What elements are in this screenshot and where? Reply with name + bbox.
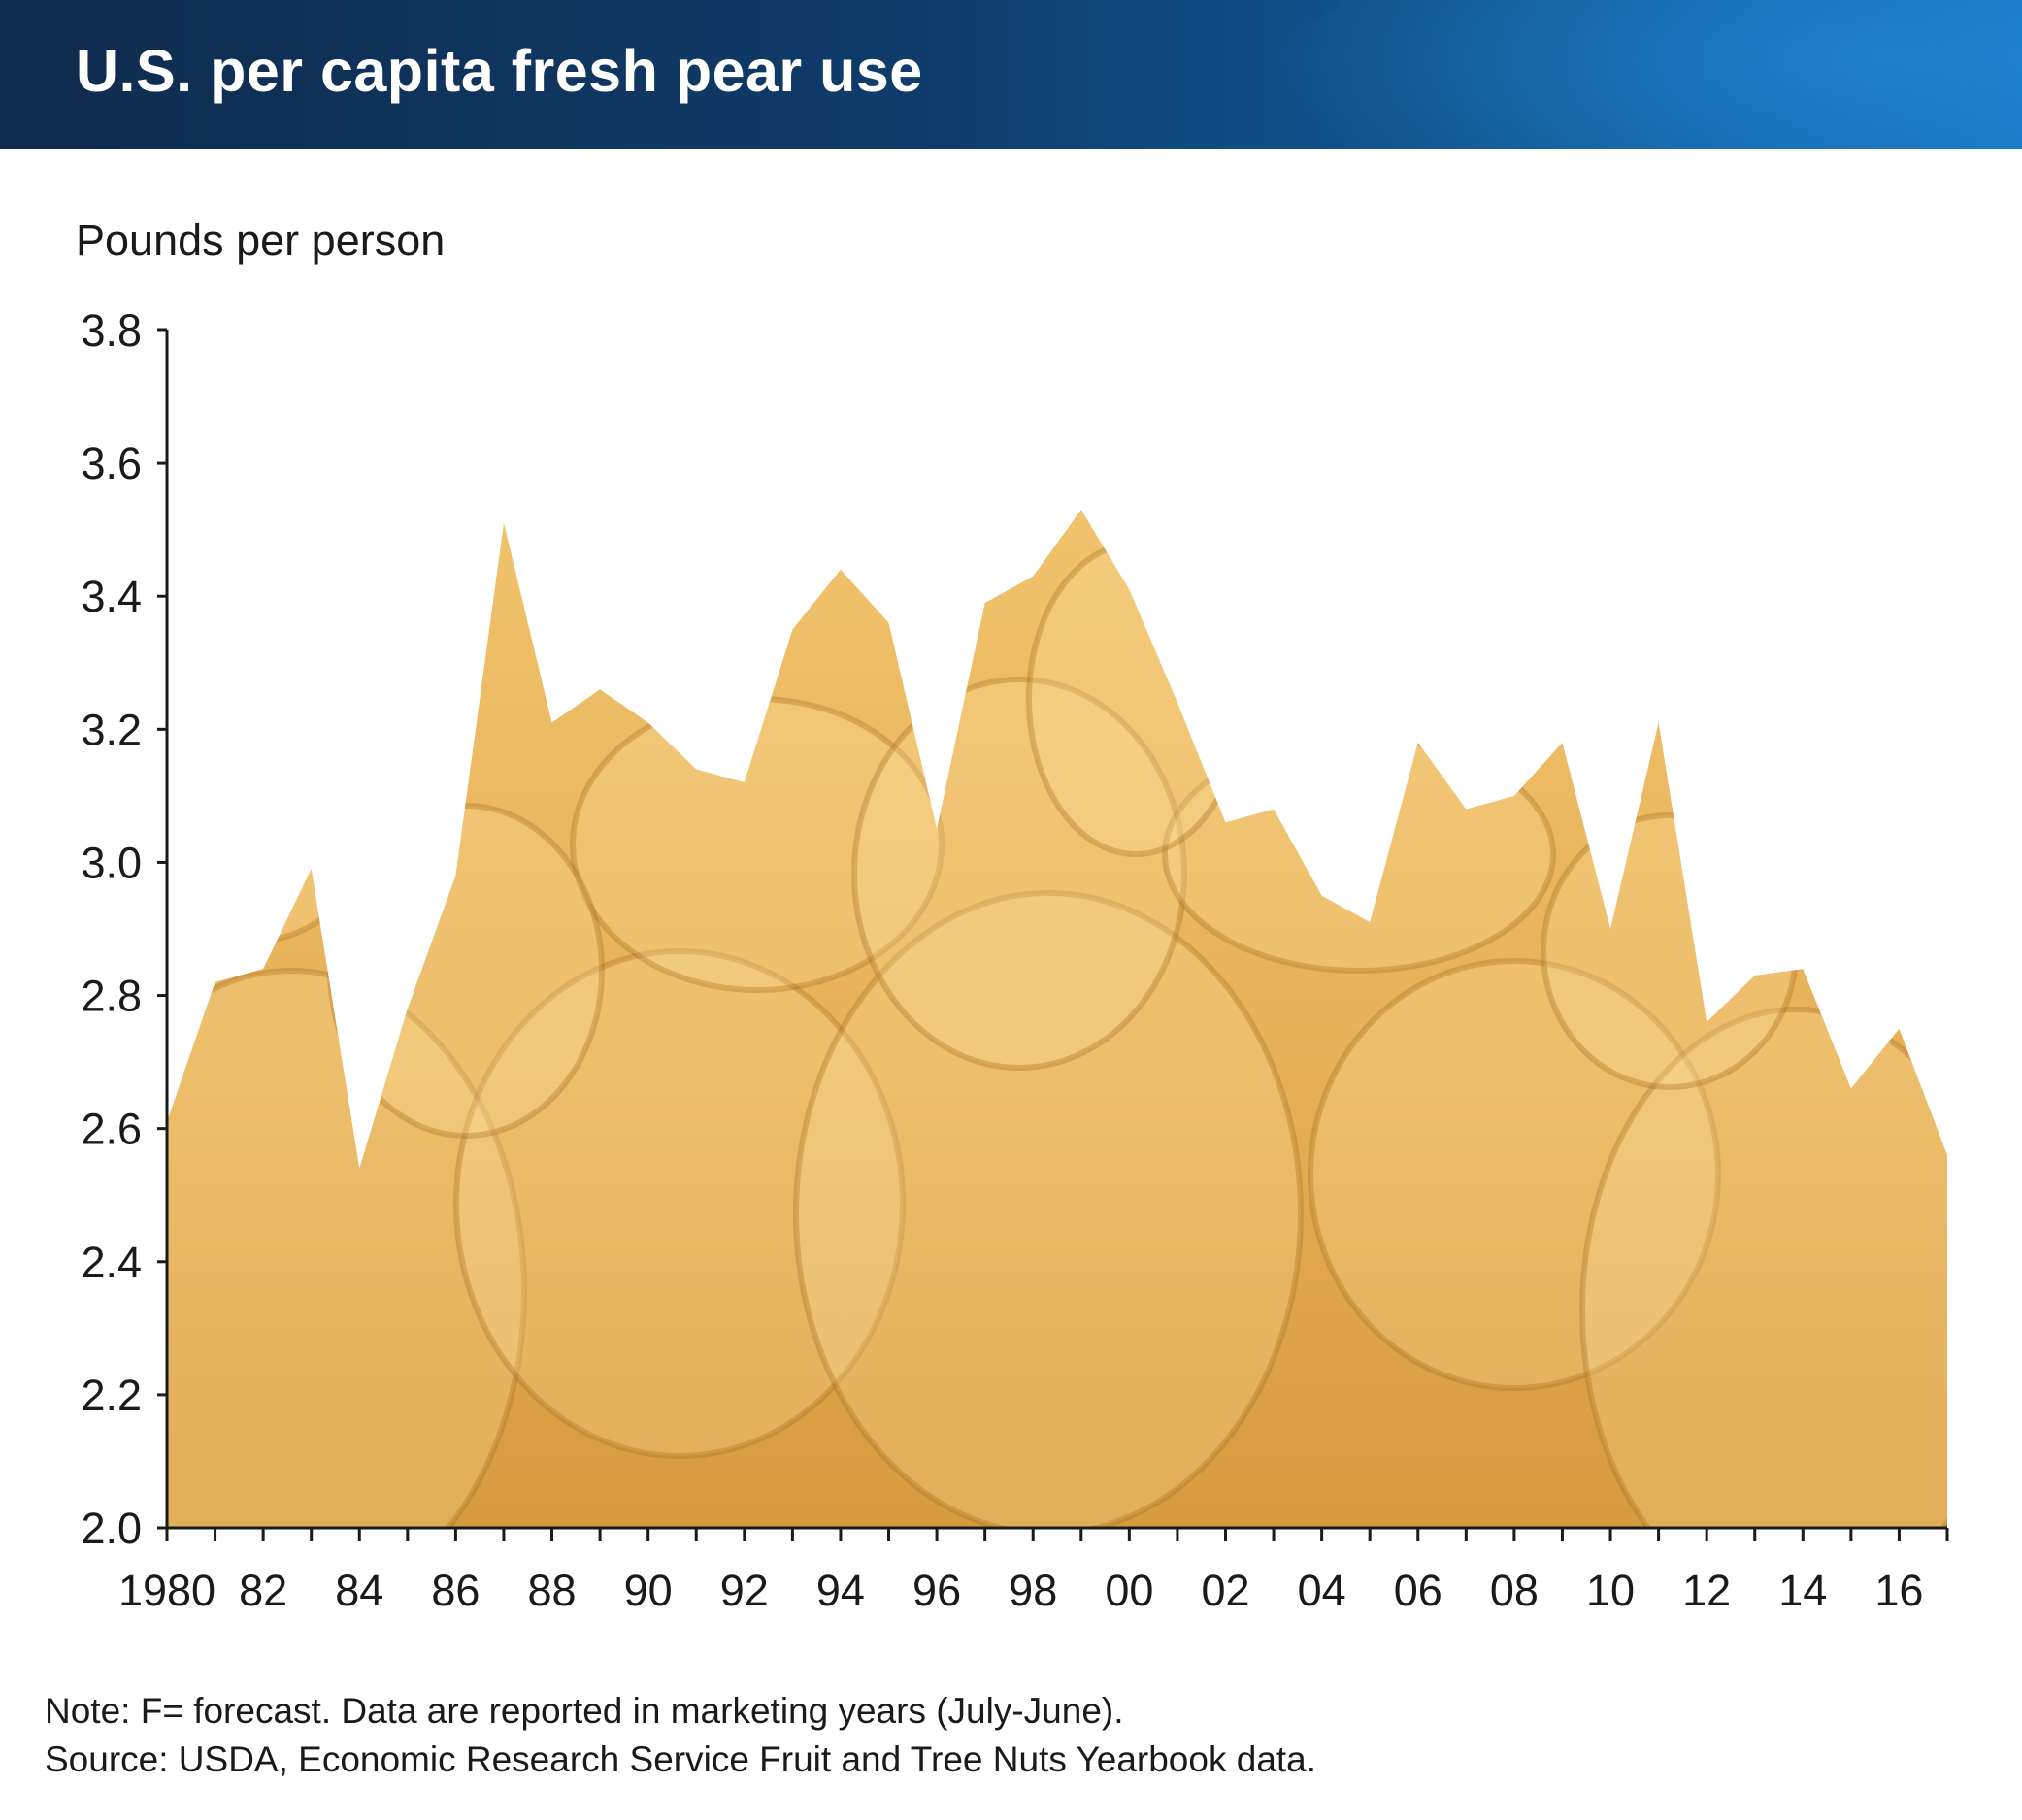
x-tick-label: 88 (528, 1566, 577, 1615)
y-tick-label: 2.2 (81, 1371, 142, 1420)
source-text: Source: USDA, Economic Research Service … (45, 1739, 1317, 1779)
pear-texture (167, 541, 1947, 1528)
y-tick-label: 2.0 (81, 1504, 142, 1553)
pear-shape (167, 968, 527, 1528)
y-tick-label: 2.6 (81, 1105, 142, 1154)
y-tick-label: 3.0 (81, 838, 142, 887)
pear-shape (1541, 812, 1799, 1090)
y-tick-label: 3.2 (81, 705, 142, 754)
x-tick-label: 82 (239, 1566, 287, 1615)
x-tick-label: 94 (816, 1566, 865, 1615)
pear-shape (1579, 1007, 1947, 1528)
chart-title: U.S. per capita fresh pear use (76, 38, 923, 104)
x-tick-label: 90 (624, 1566, 673, 1615)
x-tick-label: 98 (1009, 1566, 1057, 1615)
area-chart: 2.0 2.2 2.4 2.6 2.8 3.0 3.2 3.4 3.6 3.8 1980 82 84 8… (81, 306, 1949, 1615)
x-tick-label: 02 (1201, 1566, 1249, 1615)
pear-shape (167, 706, 372, 944)
x-tick-label: 96 (912, 1566, 961, 1615)
x-tick-label: 92 (720, 1566, 769, 1615)
pear-shape (793, 890, 1304, 1528)
x-tick-label: 16 (1874, 1566, 1923, 1615)
header-swoosh (1265, 0, 2022, 149)
y-axis-label: Pounds per person (76, 215, 446, 265)
x-tick-label: 84 (335, 1566, 383, 1615)
pear-shape (453, 948, 906, 1459)
x-tick-label: 14 (1778, 1566, 1827, 1615)
y-tick-label: 3.6 (81, 439, 142, 488)
note-text: Note: F= forecast. Data are reported in … (45, 1691, 1124, 1731)
x-tick-label: 00 (1105, 1566, 1153, 1615)
y-tick-label: 2.8 (81, 972, 142, 1021)
x-tick-label: 86 (431, 1566, 480, 1615)
area-series (167, 510, 1947, 1528)
pear-shape (1026, 541, 1245, 857)
y-tick-label: 3.8 (81, 306, 142, 355)
x-tick-label: 08 (1490, 1566, 1539, 1615)
pear-shape (1308, 958, 1721, 1391)
pear-shape (1162, 735, 1556, 974)
pear-shape (327, 803, 605, 1139)
header-banner: U.S. per capita fresh pear use (0, 0, 2022, 149)
x-tick-label: 04 (1298, 1566, 1346, 1615)
x-tick-label: 12 (1682, 1566, 1731, 1615)
footnote: Note: F= forecast. Data are reported in … (45, 1687, 1316, 1784)
x-tick-label: 1980 (118, 1566, 215, 1615)
y-tick-label: 3.4 (81, 572, 142, 621)
x-tick-label: 06 (1394, 1566, 1442, 1615)
y-tick-label: 2.4 (81, 1238, 142, 1287)
x-tick-label: 10 (1586, 1566, 1635, 1615)
